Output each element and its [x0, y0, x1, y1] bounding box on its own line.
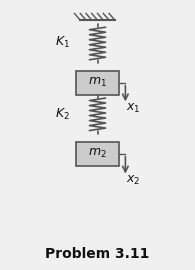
- Text: $x_1$: $x_1$: [126, 102, 140, 115]
- Text: $x_2$: $x_2$: [126, 174, 140, 187]
- Text: $m_1$: $m_1$: [88, 76, 107, 89]
- Text: Problem 3.11: Problem 3.11: [45, 247, 150, 261]
- Text: $K_1$: $K_1$: [55, 35, 70, 50]
- FancyBboxPatch shape: [76, 71, 119, 95]
- Text: $K_2$: $K_2$: [56, 107, 70, 122]
- Text: $m_2$: $m_2$: [88, 147, 107, 160]
- FancyBboxPatch shape: [76, 142, 119, 166]
